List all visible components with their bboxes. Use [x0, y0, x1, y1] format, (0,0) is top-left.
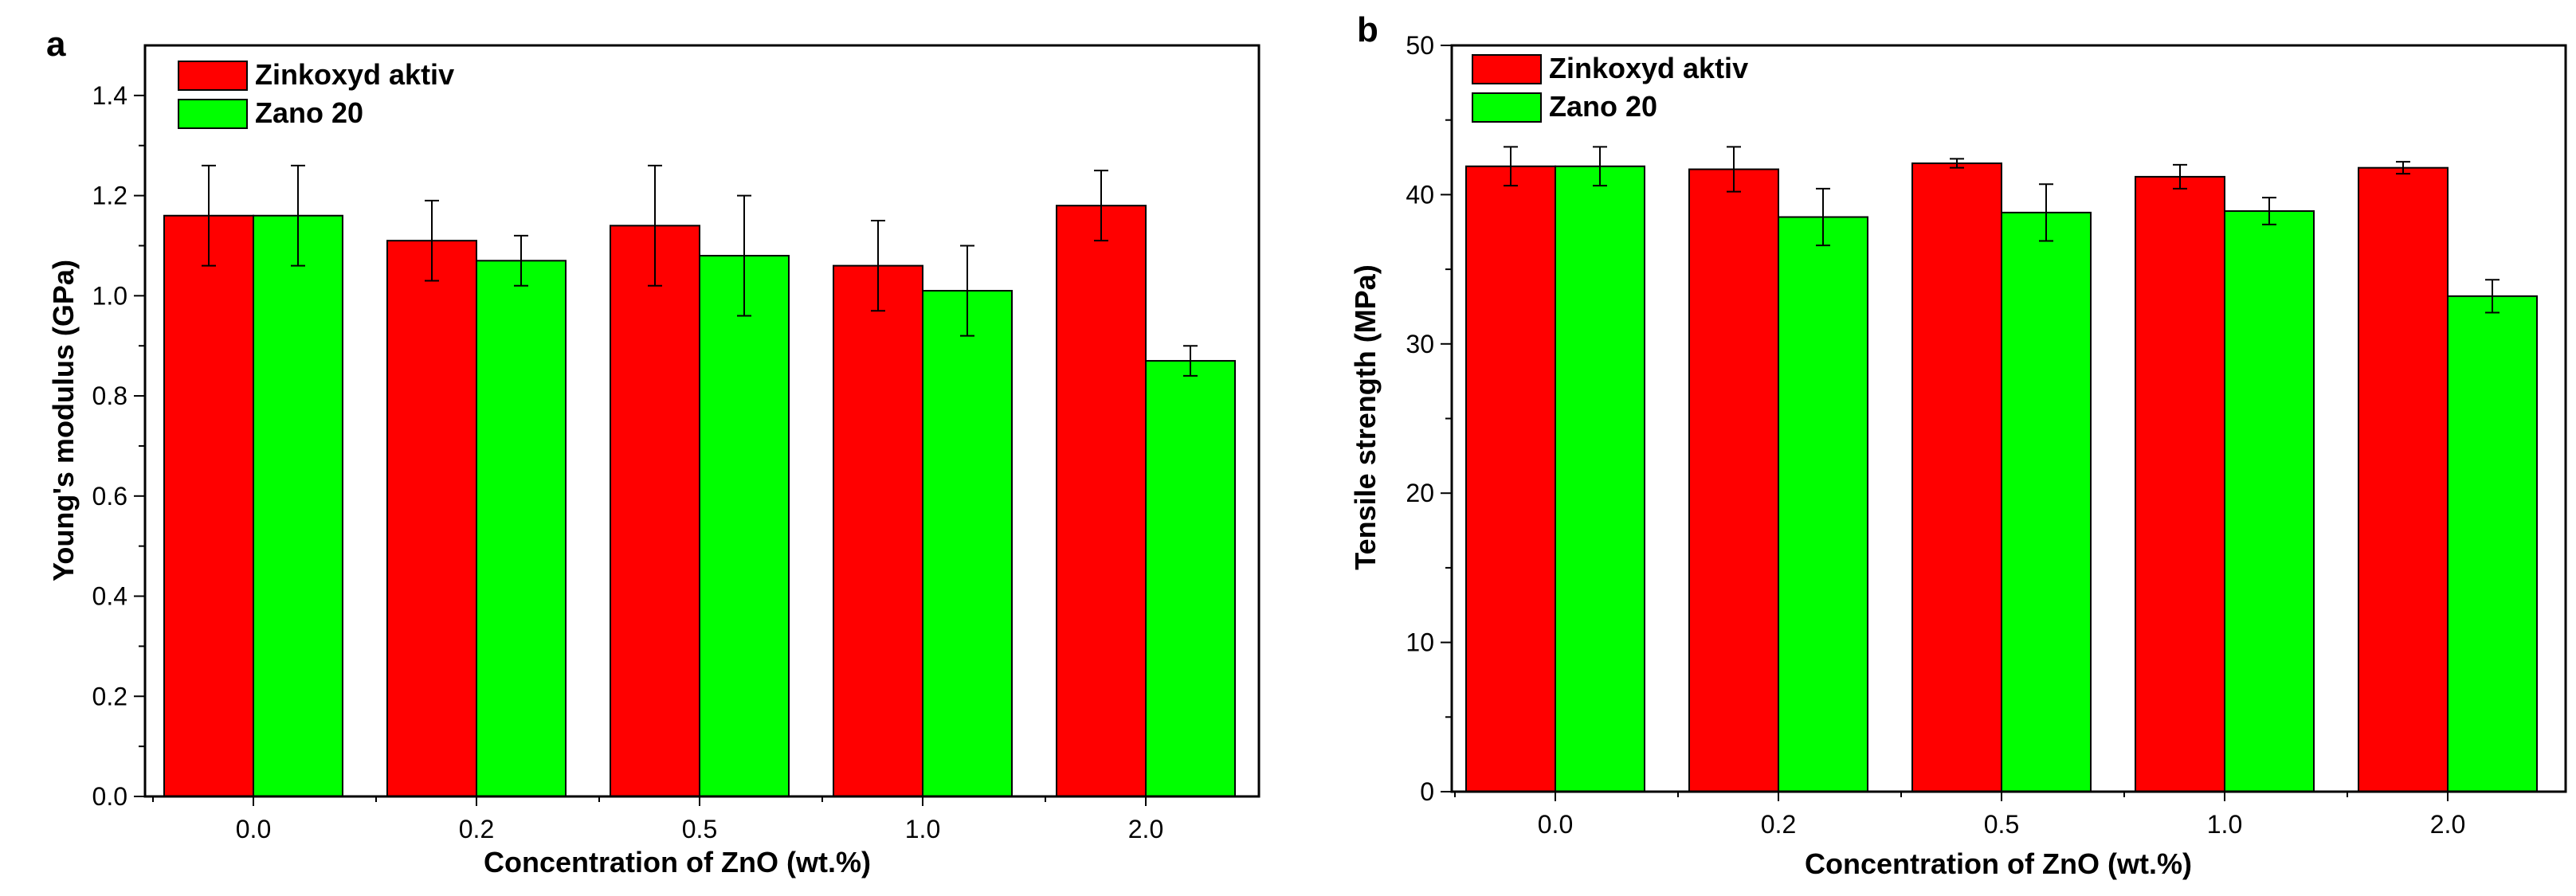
bar-a-s0-c3 [833, 264, 923, 797]
bar-b-s1-c3 [2224, 210, 2315, 793]
xtick-label-b-2: 0.5 [1984, 810, 2019, 839]
xtick-label-a-1: 0.2 [459, 815, 494, 843]
ytick-label-a-3: 0.6 [92, 482, 127, 511]
chart-a-legend: Zinkoxyd aktiv Zano 20 [178, 58, 454, 129]
bar-b-s0-c1 [1688, 168, 1779, 793]
bar-a-s0-c0 [163, 214, 254, 798]
bar-a-s1-c4 [1145, 360, 1236, 797]
legend-a-swatch-zinkoxyd [178, 61, 248, 91]
bar-b-s1-c4 [2447, 295, 2538, 793]
ytick-label-a-0: 0.0 [92, 782, 127, 811]
chart-a-plot-frame [143, 44, 1261, 798]
errorbar-b-s1-c1 [1816, 187, 1830, 247]
bar-a-s0-c2 [610, 225, 700, 797]
bar-a-s0-c1 [386, 240, 477, 797]
chart-b-ylabel: Tensile strength (MPa) [1349, 264, 1382, 569]
errorbar-b-s0-c2 [1950, 158, 1964, 169]
bar-b-s1-c2 [2001, 211, 2092, 792]
legend-b-swatch-zano [1472, 92, 1542, 123]
bar-b-s0-c2 [1911, 162, 2002, 792]
ytick-label-a-5: 1.0 [92, 281, 127, 310]
bar-b-s1-c0 [1555, 165, 1645, 792]
chart-b-legend: Zinkoxyd aktiv Zano 20 [1472, 52, 1748, 123]
xtick-label-b-4: 2.0 [2430, 810, 2465, 839]
legend-a-swatch-zano [178, 99, 248, 129]
errorbar-b-s1-c3 [2262, 197, 2276, 225]
chart-a-bars [163, 205, 1236, 798]
ytick-label-b-3: 30 [1406, 330, 1434, 358]
legend-a-label-zano: Zano 20 [255, 96, 363, 129]
ytick-label-b-4: 40 [1406, 180, 1434, 209]
xtick-label-a-4: 2.0 [1128, 815, 1163, 843]
errorbar-b-s1-c2 [2039, 183, 2053, 242]
ytick-label-b-0: 0 [1420, 777, 1434, 806]
bar-b-s0-c4 [2358, 166, 2449, 792]
xtick-label-a-0: 0.0 [236, 815, 271, 843]
ytick-label-b-2: 20 [1406, 479, 1434, 507]
legend-b-swatch-zinkoxyd [1472, 54, 1542, 84]
panel-a: a 0.0 0.2 0.4 0.6 0.8 1.0 1.2 1.4 0.0 0.2 0.5 1.0 2… [46, 25, 1261, 878]
errorbar-a-s1-c2 [737, 194, 751, 317]
bar-a-s1-c2 [699, 255, 790, 798]
xtick-label-b-0: 0.0 [1538, 810, 1573, 839]
errorbar-a-s1-c3 [960, 245, 974, 337]
chart-b-yticks: 0 10 20 30 40 50 [1406, 31, 1452, 806]
chart-a-xlabel: Concentration of ZnO (wt.%) [484, 846, 871, 878]
chart-a-yticks: 0.0 0.2 0.4 0.6 0.8 1.0 1.2 1.4 [92, 81, 145, 811]
chart-b-bars [1465, 162, 2538, 793]
xtick-label-b-3: 1.0 [2207, 810, 2242, 839]
chart-b-errorbars [1504, 146, 2500, 314]
bar-a-s1-c3 [922, 290, 1013, 797]
errorbar-a-s0-c2 [648, 164, 662, 287]
errorbar-b-s0-c3 [2173, 163, 2187, 190]
errorbar-a-s0-c1 [425, 199, 439, 282]
errorbar-b-s0-c4 [2396, 161, 2410, 175]
errorbar-a-s0-c4 [1094, 170, 1108, 242]
xtick-label-a-2: 0.5 [682, 815, 717, 843]
errorbar-b-s0-c1 [1727, 146, 1741, 193]
ytick-label-b-5: 50 [1406, 31, 1434, 60]
errorbar-a-s0-c0 [202, 164, 216, 267]
panel-label-a: a [46, 25, 66, 64]
chart-b-xlabel: Concentration of ZnO (wt.%) [1805, 847, 2192, 880]
ytick-label-a-6: 1.2 [92, 182, 127, 210]
xtick-label-a-3: 1.0 [905, 815, 940, 843]
errorbar-a-s1-c1 [514, 234, 528, 287]
ytick-label-a-2: 0.4 [92, 582, 127, 611]
chart-b-xticks: 0.0 0.2 0.5 1.0 2.0 [1454, 792, 2465, 839]
ytick-label-a-1: 0.2 [92, 682, 127, 710]
chart-a-xticks: 0.0 0.2 0.5 1.0 2.0 [152, 796, 1163, 843]
ytick-label-b-1: 10 [1406, 628, 1434, 657]
legend-a-label-zinkoxyd: Zinkoxyd aktiv [255, 58, 454, 91]
panel-label-b: b [1357, 10, 1378, 49]
errorbar-a-s1-c4 [1183, 345, 1198, 377]
bar-a-s1-c0 [253, 214, 343, 798]
xtick-label-b-1: 0.2 [1761, 810, 1796, 839]
errorbar-b-s1-c4 [2485, 279, 2500, 314]
bar-b-s0-c0 [1465, 165, 1556, 792]
ytick-label-a-4: 0.8 [92, 381, 127, 410]
errorbar-a-s1-c0 [291, 164, 305, 267]
chart-a-errorbars [202, 164, 1198, 377]
ytick-label-a-7: 1.4 [92, 81, 127, 110]
errorbar-b-s1-c0 [1593, 146, 1607, 187]
legend-b-label-zano: Zano 20 [1549, 90, 1657, 123]
errorbar-b-s0-c0 [1504, 146, 1518, 187]
bar-b-s1-c1 [1778, 216, 1868, 792]
bar-b-s0-c3 [2135, 175, 2225, 793]
legend-b-label-zinkoxyd: Zinkoxyd aktiv [1549, 52, 1748, 84]
bar-a-s1-c1 [476, 260, 567, 797]
errorbar-a-s0-c3 [871, 220, 885, 312]
chart-a-ylabel: Young's modulus (GPa) [47, 260, 80, 581]
bar-a-s0-c4 [1056, 205, 1147, 797]
panel-b: b 0 10 20 30 40 50 0.0 0.2 0.5 1.0 2.0 Concentrat… [1349, 10, 2567, 880]
